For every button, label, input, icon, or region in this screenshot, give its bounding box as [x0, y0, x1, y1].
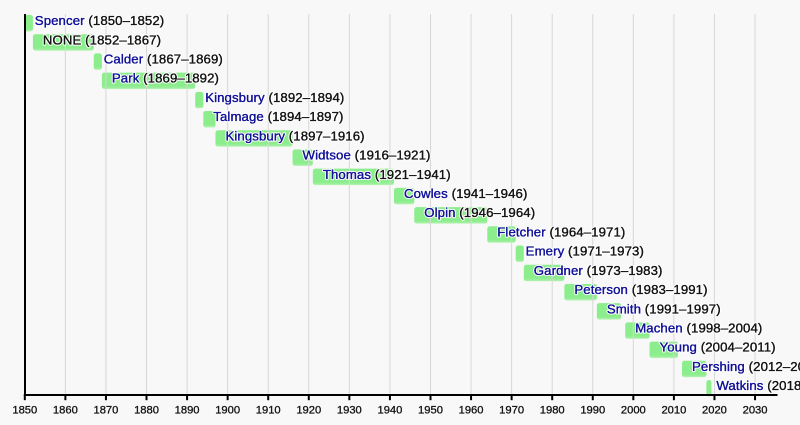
svg-text:1860: 1860 — [53, 405, 78, 417]
svg-text:Thomas (1921–1941): Thomas (1921–1941) — [323, 167, 451, 182]
svg-text:Fletcher (1964–1971): Fletcher (1964–1971) — [497, 224, 625, 239]
svg-text:1890: 1890 — [175, 405, 200, 417]
svg-text:Spencer (1850–1852): Spencer (1850–1852) — [35, 13, 164, 28]
svg-text:2020: 2020 — [702, 405, 727, 417]
svg-text:NONE (1852–1867): NONE (1852–1867) — [43, 32, 161, 47]
svg-text:1850: 1850 — [12, 405, 37, 417]
svg-text:1880: 1880 — [134, 405, 159, 417]
svg-text:NONE (1852–1867): NONE (1852–1867) — [43, 32, 161, 47]
svg-text:Spencer (1850–1852): Spencer (1850–1852) — [35, 13, 164, 28]
svg-text:Calder (1867–1869): Calder (1867–1869) — [104, 52, 223, 67]
svg-text:1980: 1980 — [540, 405, 565, 417]
svg-text:1930: 1930 — [337, 405, 362, 417]
svg-text:Talmage (1894–1897): Talmage (1894–1897) — [213, 109, 343, 124]
svg-text:Watkins (2018–present): Watkins (2018–present) — [716, 378, 800, 393]
svg-text:1870: 1870 — [93, 405, 118, 417]
svg-text:Fletcher (1964–1971): Fletcher (1964–1971) — [497, 224, 625, 239]
svg-text:Pershing (2012–2018): Pershing (2012–2018) — [692, 359, 800, 374]
svg-text:Thomas (1921–1941): Thomas (1921–1941) — [323, 167, 451, 182]
svg-text:Kingsbury (1892–1894): Kingsbury (1892–1894) — [205, 90, 344, 105]
svg-text:Gardner (1973–1983): Gardner (1973–1983) — [534, 263, 663, 278]
svg-text:1920: 1920 — [296, 405, 321, 417]
svg-text:Cowles (1941–1946): Cowles (1941–1946) — [404, 186, 527, 201]
svg-text:Smith (1991–1997): Smith (1991–1997) — [607, 301, 721, 316]
svg-text:1950: 1950 — [418, 405, 443, 417]
svg-text:Kingsbury (1892–1894): Kingsbury (1892–1894) — [205, 90, 344, 105]
svg-text:Park (1869–1892): Park (1869–1892) — [112, 71, 219, 86]
svg-text:1960: 1960 — [459, 405, 484, 417]
svg-text:1940: 1940 — [377, 405, 402, 417]
svg-text:Peterson (1983–1991): Peterson (1983–1991) — [574, 282, 707, 297]
svg-text:Widtsoe (1916–1921): Widtsoe (1916–1921) — [303, 148, 431, 163]
svg-text:Gardner (1973–1983): Gardner (1973–1983) — [534, 263, 663, 278]
svg-text:1970: 1970 — [499, 405, 524, 417]
svg-text:1990: 1990 — [580, 405, 605, 417]
svg-text:Olpin (1946–1964): Olpin (1946–1964) — [424, 205, 535, 220]
svg-text:Emery (1971–1973): Emery (1971–1973) — [526, 244, 644, 259]
svg-text:Cowles (1941–1946): Cowles (1941–1946) — [404, 186, 527, 201]
svg-text:1900: 1900 — [215, 405, 240, 417]
svg-text:Young (2004–2011): Young (2004–2011) — [660, 340, 776, 355]
svg-text:2010: 2010 — [661, 405, 686, 417]
svg-text:Talmage (1894–1897): Talmage (1894–1897) — [213, 109, 343, 124]
svg-text:Smith (1991–1997): Smith (1991–1997) — [607, 301, 721, 316]
svg-text:Park (1869–1892): Park (1869–1892) — [112, 71, 219, 86]
svg-text:Machen (1998–2004): Machen (1998–2004) — [635, 320, 762, 335]
svg-text:Olpin (1946–1964): Olpin (1946–1964) — [424, 205, 535, 220]
svg-text:Peterson (1983–1991): Peterson (1983–1991) — [574, 282, 707, 297]
svg-text:Young (2004–2011): Young (2004–2011) — [660, 340, 776, 355]
svg-text:Pershing (2012–2018): Pershing (2012–2018) — [692, 359, 800, 374]
svg-text:Kingsbury (1897–1916): Kingsbury (1897–1916) — [225, 128, 364, 143]
svg-text:Widtsoe (1916–1921): Widtsoe (1916–1921) — [303, 148, 431, 163]
svg-text:Watkins (2018–present): Watkins (2018–present) — [716, 378, 800, 393]
svg-text:Emery (1971–1973): Emery (1971–1973) — [526, 244, 644, 259]
svg-text:2000: 2000 — [621, 405, 646, 417]
svg-text:1910: 1910 — [256, 405, 281, 417]
svg-text:Calder (1867–1869): Calder (1867–1869) — [104, 52, 223, 67]
svg-text:Machen (1998–2004): Machen (1998–2004) — [635, 320, 762, 335]
svg-text:2030: 2030 — [743, 405, 768, 417]
svg-text:Kingsbury (1897–1916): Kingsbury (1897–1916) — [225, 128, 364, 143]
